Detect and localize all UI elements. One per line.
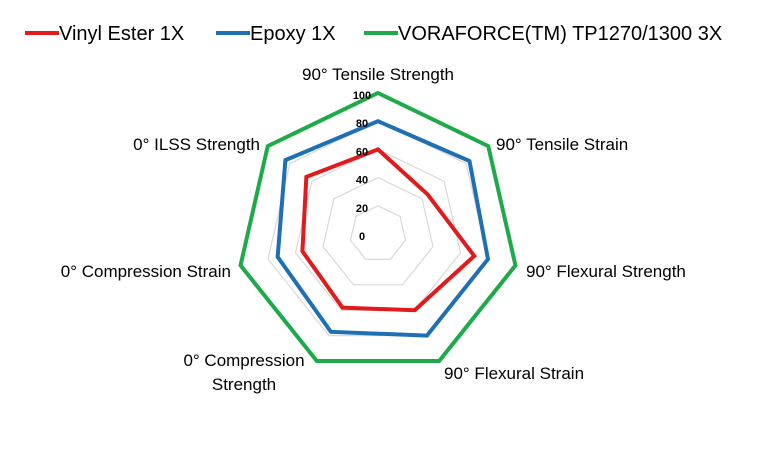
axis-label-0-ilss-strength: 0° ILSS Strength [133,135,260,154]
axis-label-90-flexural-strength: 90° Flexural Strength [526,262,686,281]
tick-label-60: 60 [356,146,368,158]
legend-label-vinyl-ester-1x: Vinyl Ester 1X [59,23,184,45]
axis-label-0-compression-strain: 0° Compression Strain [61,262,231,281]
legend: Vinyl Ester 1X Epoxy 1X VORAFORCE(TM) TP12… [25,23,722,45]
axis-labels: 90° Tensile Strength 90° Tensile Strain 90… [61,65,686,394]
axis-label-0-compression-strength-line2: Strength [212,375,276,394]
tick-label-0: 0 [359,231,365,243]
series-line-epoxy-1x [275,119,491,338]
series-line-vinyl-ester-1x [300,147,477,313]
series-line-voraforce-tm-tp1270-1300-3x [238,90,518,364]
tick-label-40: 40 [356,175,368,187]
axis-label-90-tensile-strain: 90° Tensile Strain [496,135,628,154]
grid-ring-20 [349,205,407,261]
tick-labels: 0 20 40 60 80 100 [353,90,371,243]
axis-label-90-tensile-strength: 90° Tensile Strength [302,65,454,84]
radar-series [238,90,518,364]
grid-ring-40 [322,176,434,286]
tick-label-20: 20 [356,203,368,215]
legend-label-voraforce-tm-tp1270-1300-3x: VORAFORCE(TM) TP1270/1300 3X [398,23,722,45]
axis-label-0-compression-strength-line1: 0° Compression [183,351,304,370]
axis-label-90-flexural-strain: 90° Flexural Strain [444,364,584,383]
tick-label-100: 100 [353,90,371,102]
legend-label-epoxy-1x: Epoxy 1X [250,23,336,45]
tick-label-80: 80 [356,118,368,130]
